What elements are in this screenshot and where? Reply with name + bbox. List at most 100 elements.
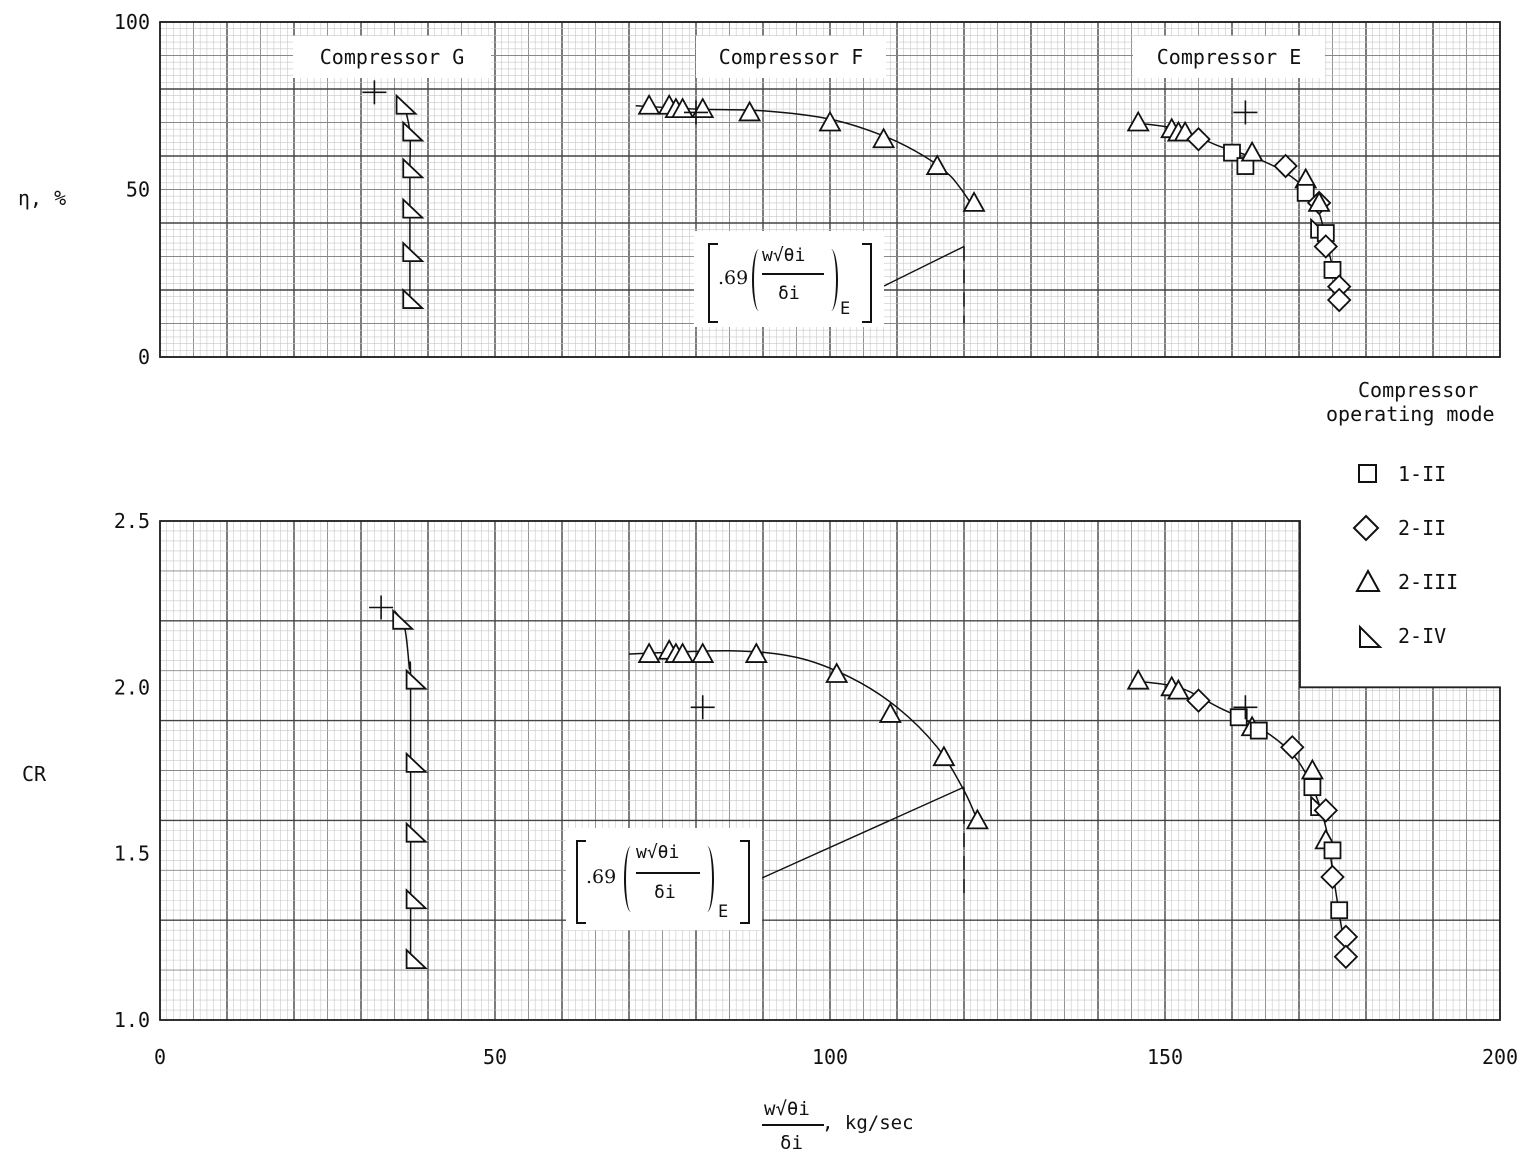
- annotation-leader-line: [761, 786, 965, 879]
- marker-diamond-2-II: [1326, 287, 1352, 313]
- legend-label-1-II: 1-II: [1398, 462, 1447, 486]
- plot-frame: [159, 520, 1501, 1021]
- marker-diamond-2-II: [1333, 944, 1359, 970]
- marker-triangle-2-III: [965, 808, 989, 830]
- marker-square-1-II: [1330, 901, 1349, 920]
- legend-label-2-III: 2-III: [1398, 570, 1459, 594]
- design-point-plus: [362, 80, 387, 105]
- y-tick-label: 2.5: [114, 509, 150, 533]
- bottom-annotation-fraction-bar: [636, 872, 700, 874]
- marker-triangle-2-III: [691, 642, 715, 663]
- marker-square-1-II: [1249, 721, 1268, 740]
- legend: Compressor operating mode 1-II 2-II 2-II…: [1320, 378, 1530, 668]
- top-annotation-right-paren: [824, 249, 838, 311]
- x-tick-label: 100: [812, 1045, 848, 1069]
- top-annotation-fraction-bar: [762, 273, 824, 275]
- fitted-curve: [628, 649, 979, 821]
- plot-frame: [159, 21, 1501, 358]
- marker-layer: [362, 80, 1359, 970]
- y-tick-label: 2.0: [114, 675, 150, 699]
- marker-square-1-II: [1323, 841, 1342, 860]
- marker-square-1-II: [1296, 183, 1315, 202]
- marker-triangle-2-III: [1240, 140, 1264, 162]
- marker-square-1-II: [1223, 143, 1241, 162]
- marker-right-triangle-2-IV: [405, 888, 428, 910]
- bottom-annotation-coefficient: .69: [586, 866, 617, 888]
- marker-triangle-2-III: [738, 100, 762, 122]
- marker-square-1-II: [1229, 708, 1248, 727]
- bottom-annotation-right-paren: [700, 846, 714, 912]
- x-tick-label: 50: [483, 1045, 507, 1069]
- marker-triangle-2-III: [825, 662, 849, 683]
- y-tick-label: 0: [138, 345, 150, 369]
- marker-right-triangle-2-IV: [392, 608, 415, 630]
- marker-diamond-2-II: [1313, 798, 1339, 823]
- marker-right-triangle-2-IV: [402, 157, 425, 179]
- marker-triangle-2-III: [1166, 678, 1190, 700]
- top-annotation-coefficient: .69: [718, 267, 749, 289]
- marker-triangle-2-III: [1126, 668, 1150, 690]
- x-axis-fraction-bar: [762, 1124, 824, 1126]
- legend-marker-right-triangle-icon: [1359, 624, 1383, 648]
- x-tick-label: 200: [1482, 1045, 1518, 1069]
- legend-marker-diamond-icon: [1352, 514, 1380, 542]
- legend-marker-triangle-icon: [1355, 568, 1381, 592]
- legend-label-2-II: 2-II: [1398, 516, 1447, 540]
- marker-triangle-2-III: [925, 154, 949, 175]
- y-tick-label: 100: [114, 10, 150, 34]
- marker-triangle-2-III: [818, 110, 842, 132]
- top-annotation-subscript: E: [840, 299, 851, 319]
- marker-right-triangle-2-IV: [405, 821, 428, 843]
- marker-diamond-2-II: [1273, 153, 1298, 179]
- marker-diamond-2-II: [1320, 864, 1345, 890]
- group-title-compressor-f: Compressor F: [719, 45, 864, 69]
- bottom-annotation-left-bracket: [576, 840, 586, 924]
- x-axis-label-denominator: δi: [780, 1132, 803, 1154]
- marker-triangle-2-III: [1307, 191, 1331, 212]
- x-axis-unit: , kg/sec: [822, 1112, 914, 1134]
- top-annotation-left-bracket: [708, 243, 718, 323]
- x-tick-label: 150: [1147, 1045, 1183, 1069]
- marker-diamond-2-II: [1186, 126, 1211, 152]
- legend-label-2-IV: 2-IV: [1398, 624, 1447, 648]
- y-tick-label: 1.5: [114, 842, 150, 866]
- group-title-box: [696, 36, 886, 78]
- marker-triangle-2-III: [637, 642, 661, 663]
- top-annotation-numerator: w√θi: [762, 245, 806, 266]
- y-tick-label: 50: [126, 178, 150, 202]
- group-title-compressor-e: Compressor E: [1157, 45, 1302, 69]
- marker-triangle-2-III: [878, 702, 902, 723]
- marker-right-triangle-2-IV: [405, 948, 428, 970]
- bottom-annotation-left-paren: [624, 846, 638, 912]
- design-point-plus: [690, 695, 715, 720]
- label-layer: 0 50 100 Compressor G Compressor F Compressor…: [114, 10, 1518, 1069]
- legend-marker-square-icon: [1358, 464, 1377, 483]
- top-annotation-denominator: δi: [778, 283, 800, 304]
- top-annotation-right-bracket: [862, 243, 872, 323]
- grid-panel-bottom: [159, 520, 1501, 1021]
- marker-triangle-2-III: [962, 191, 986, 212]
- top-annotation-left-paren: [752, 249, 766, 311]
- legend-title-line2: operating mode: [1326, 402, 1495, 426]
- marker-right-triangle-2-IV: [395, 93, 418, 115]
- marker-right-triangle-2-IV: [402, 197, 425, 219]
- marker-right-triangle-2-IV: [405, 668, 428, 690]
- marker-triangle-2-III: [872, 127, 896, 149]
- group-title-compressor-g: Compressor G: [320, 45, 465, 69]
- group-title-box: [1133, 36, 1325, 78]
- top-y-axis-label: η, %: [18, 186, 67, 210]
- marker-triangle-2-III: [671, 642, 695, 663]
- bottom-annotation-numerator: w√θi: [636, 842, 680, 863]
- legend-title-line1: Compressor: [1358, 378, 1479, 402]
- x-axis-label: w√θi δi , kg/sec: [760, 1098, 960, 1168]
- marker-triangle-2-III: [1126, 110, 1150, 132]
- x-axis-label-numerator: w√θi: [764, 1098, 810, 1120]
- marker-diamond-2-II: [1186, 688, 1211, 713]
- marker-triangle-2-III: [637, 93, 661, 115]
- x-tick-label: 0: [154, 1045, 166, 1069]
- marker-right-triangle-2-IV: [405, 751, 428, 773]
- marker-diamond-2-II: [1313, 234, 1339, 259]
- marker-square-1-II: [1323, 260, 1342, 279]
- y-tick-label: 1.0: [114, 1008, 150, 1032]
